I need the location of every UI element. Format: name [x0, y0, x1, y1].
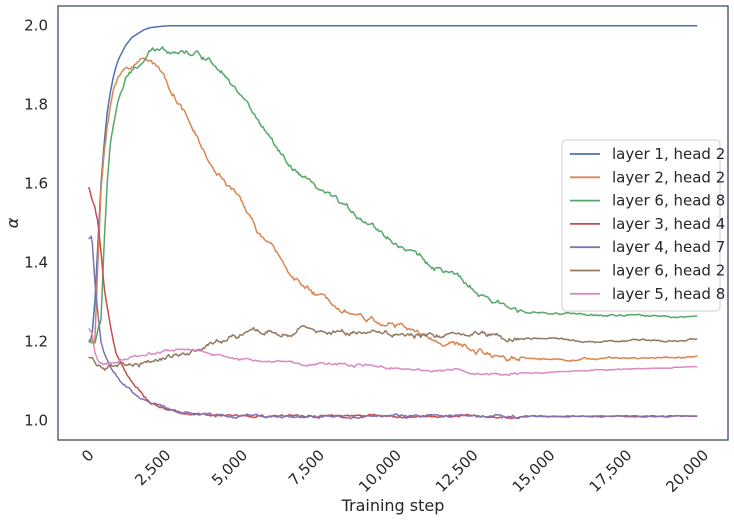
y-tick-labels: 1.0 1.2 1.4 1.6 1.8 2.0 — [24, 17, 48, 430]
legend-box — [561, 139, 721, 312]
series-layer — [88, 24, 698, 420]
series-line-6 — [88, 324, 698, 371]
y-tick-label: 1.2 — [24, 332, 48, 350]
legend: layer 1, head 2 layer 2, head 2 layer 6, h… — [561, 139, 725, 312]
y-tick-label: 1.0 — [24, 411, 48, 429]
legend-label: layer 6, head 2 — [612, 262, 725, 280]
y-tick-label: 1.8 — [24, 96, 48, 114]
x-tick-label: 17,500 — [586, 446, 636, 496]
series-line-3 — [88, 46, 698, 344]
legend-label: layer 6, head 8 — [612, 192, 725, 210]
y-tick-label: 2.0 — [24, 17, 48, 35]
legend-label: layer 2, head 2 — [612, 168, 725, 186]
x-tick-label: 0 — [78, 446, 97, 465]
x-tick-label: 2,500 — [131, 446, 174, 489]
legend-label: layer 1, head 2 — [612, 145, 725, 163]
legend-label: layer 4, head 7 — [612, 238, 725, 256]
x-tick-labels: 0 2,500 5,000 7,500 10,000 12,500 15,000 17,500… — [78, 446, 712, 496]
legend-items: layer 1, head 2 layer 2, head 2 layer 6, h… — [570, 145, 725, 303]
x-tick-label: 7,500 — [285, 446, 328, 489]
x-tick-label: 20,000 — [662, 446, 712, 496]
y-axis-label: α — [3, 217, 22, 228]
series-line-7 — [88, 327, 698, 377]
series-line-5 — [88, 235, 698, 420]
y-tick-label: 1.6 — [24, 175, 48, 193]
x-tick-label: 5,000 — [208, 446, 251, 489]
legend-label: layer 5, head 8 — [612, 285, 725, 303]
x-tick-label: 10,000 — [355, 446, 405, 496]
series-line-2 — [88, 57, 698, 362]
y-tick-label: 1.4 — [24, 253, 48, 271]
series-line-1 — [88, 24, 698, 342]
legend-label: layer 3, head 4 — [612, 215, 725, 233]
x-axis-label: Training step — [341, 496, 445, 515]
x-tick-label: 12,500 — [432, 446, 482, 496]
x-tick-label: 15,000 — [509, 446, 559, 496]
